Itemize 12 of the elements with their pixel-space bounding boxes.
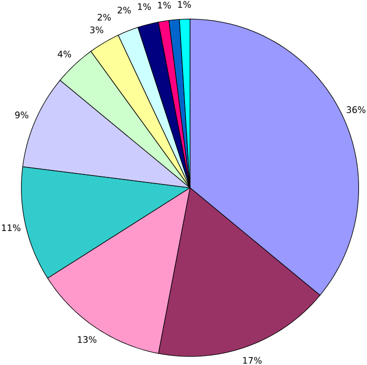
data-label: 1% [178, 1, 191, 8]
data-label: 1% [138, 3, 151, 10]
data-label: 11% [2, 224, 20, 232]
data-label: 13% [78, 336, 96, 343]
data-label: 2% [98, 14, 111, 21]
data-label: 1% [158, 2, 171, 9]
data-label: 17% [243, 357, 262, 364]
data-label: 4% [58, 50, 72, 58]
data-label: 36% [346, 106, 366, 114]
data-label: 2% [118, 6, 131, 14]
data-label: 9% [15, 112, 28, 118]
data-label: 3% [90, 26, 104, 34]
